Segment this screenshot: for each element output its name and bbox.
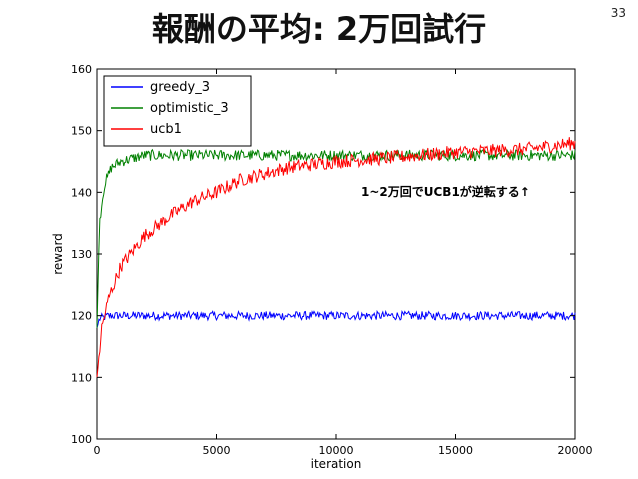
x-tick-label: 10000 <box>319 444 354 457</box>
y-tick-label: 150 <box>71 125 92 138</box>
legend-label-greedy-3: greedy_3 <box>150 80 210 95</box>
page-number: 33 <box>610 6 626 20</box>
y-tick-label: 130 <box>71 248 92 261</box>
legend-label-optimistic-3: optimistic_3 <box>150 101 229 116</box>
series-line-ucb1 <box>96 137 576 378</box>
series-line-greedy-3 <box>96 309 576 329</box>
annotation-text: 1~2万回でUCB1が逆転する↑ <box>361 184 530 199</box>
x-axis-label: iteration <box>311 457 362 471</box>
legend: greedy_3 optimistic_3 ucb1 <box>103 75 252 147</box>
x-tick-label: 15000 <box>438 444 473 457</box>
x-tick-label: 20000 <box>558 444 593 457</box>
series-layer <box>96 137 576 378</box>
y-axis-label: reward <box>51 233 65 275</box>
x-tick-label: 5000 <box>203 444 231 457</box>
y-tick-label: 110 <box>71 371 92 384</box>
x-tick-label: 0 <box>94 444 101 457</box>
legend-label-ucb1: ucb1 <box>150 122 182 137</box>
ticks-layer: 0 5000 10000 15000 20000 100 110 120 130 140 150 16… <box>71 63 593 457</box>
y-tick-label: 120 <box>71 310 92 323</box>
series-line-optimistic-3 <box>96 148 576 329</box>
y-tick-label: 140 <box>71 186 92 199</box>
y-tick-label: 160 <box>71 63 92 76</box>
y-tick-label: 100 <box>71 433 92 446</box>
slide-title: 報酬の平均: 2万回試行 <box>151 10 487 48</box>
